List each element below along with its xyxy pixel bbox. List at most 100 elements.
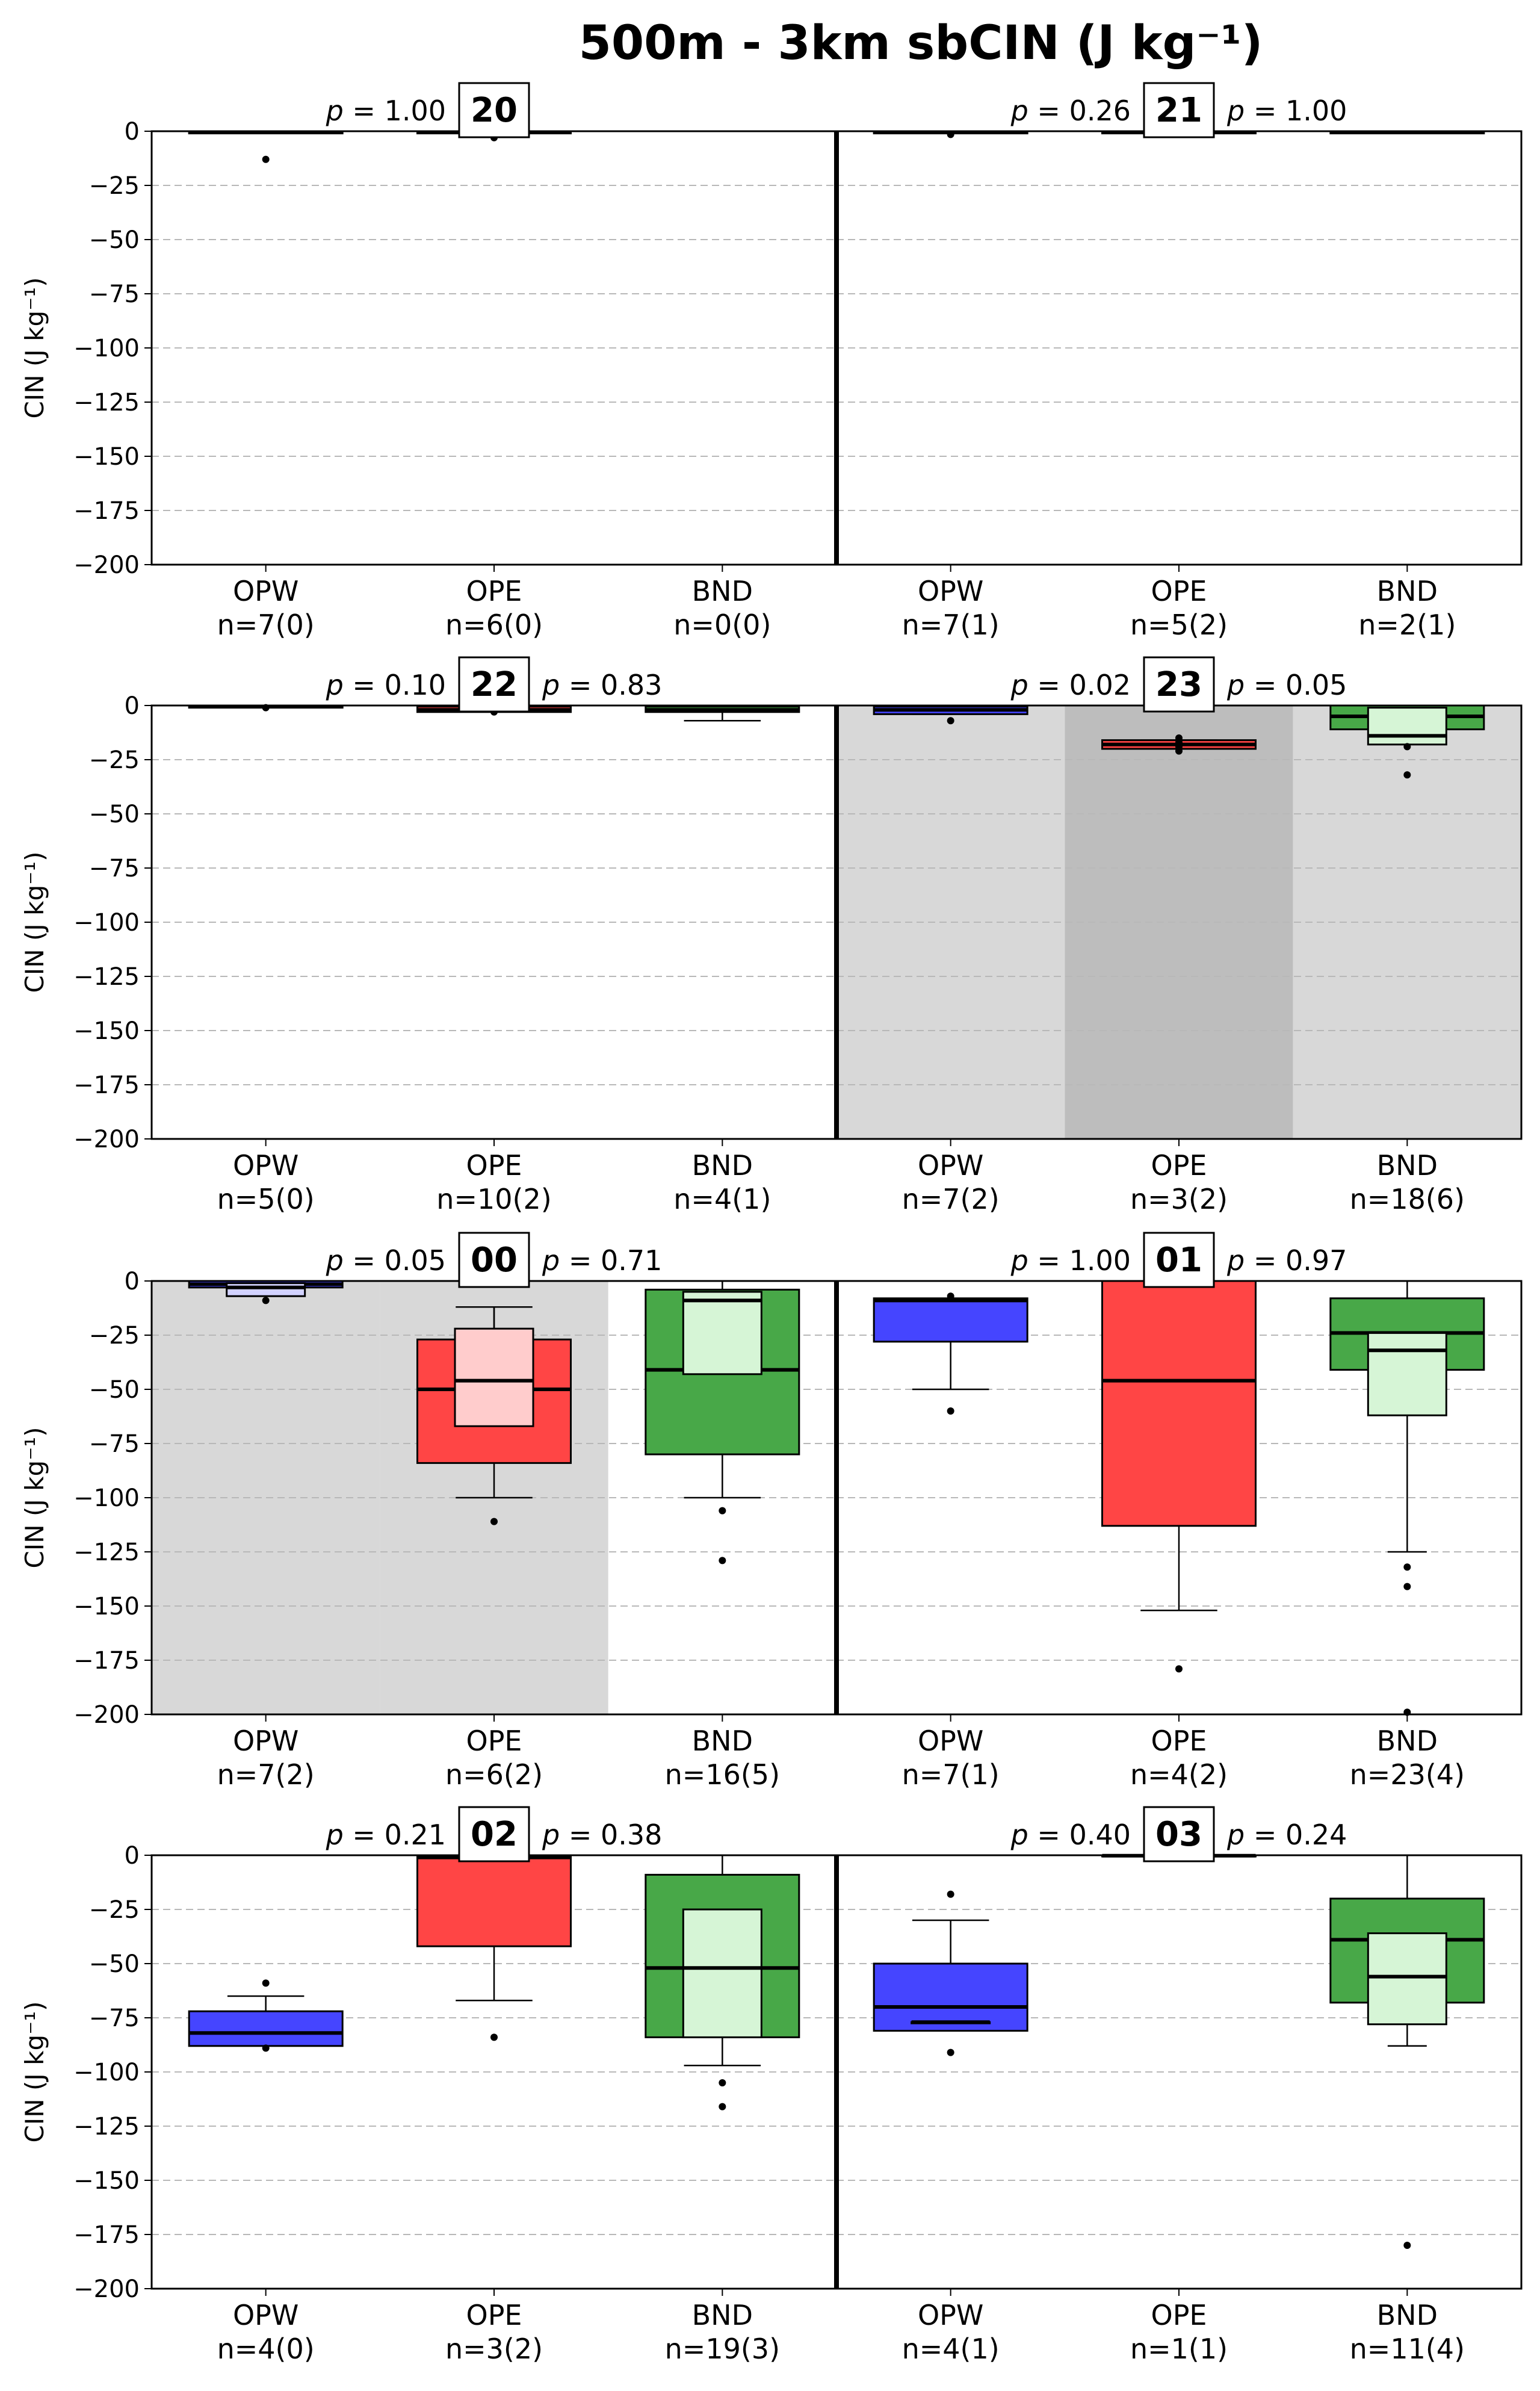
y-tick-label: −200 [73, 2275, 140, 2303]
sample-size-label: n=5(0) [217, 1183, 315, 1215]
box-group-ope [1101, 734, 1257, 755]
flier-point [490, 1518, 498, 1525]
box-sub-bnd-rect [1367, 707, 1447, 746]
panel-02: 0 −25 −50 −75 −100 −125 −150 −175 −200 CIN (J kg⁻… [20, 1806, 838, 2365]
box-group-bnd [1329, 1854, 1485, 2249]
flier-point [1403, 743, 1411, 751]
box-group-opw [188, 1280, 344, 1304]
y-tick-label: −25 [89, 1896, 140, 1924]
flier-point [1403, 1563, 1411, 1571]
p-value-right: p = 1.00 [1226, 95, 1347, 127]
category-label-ope: OPE [466, 575, 522, 607]
p-value-left: p = 0.21 [326, 1819, 446, 1851]
y-axis-label: CIN (J kg⁻¹) [20, 278, 49, 419]
sample-size-label: n=11(4) [1350, 2333, 1465, 2365]
hour-label-box [1143, 1806, 1215, 1862]
y-tick-label: −50 [89, 1376, 140, 1404]
box-main-ope-rect [416, 1854, 572, 1947]
p-value-left: p = 0.05 [326, 1244, 446, 1277]
y-tick-label: −175 [73, 497, 140, 525]
sample-size-label: n=3(2) [445, 2333, 543, 2365]
y-tick-label: 0 [125, 1268, 140, 1295]
flier-point [490, 2033, 498, 2041]
category-label-bnd: BND [692, 1149, 753, 1182]
sample-size-label: n=1(1) [1130, 2333, 1228, 2365]
y-tick-label: −75 [89, 1430, 140, 1458]
sample-size-label: n=7(2) [217, 1758, 315, 1791]
p-value-left: p = 0.10 [326, 669, 446, 701]
flier-point [947, 1292, 954, 1300]
sample-size-label: n=4(0) [217, 2333, 315, 2365]
hour-label: 02 [471, 1815, 518, 1854]
sample-size-label: n=4(1) [673, 1183, 771, 1215]
axes-frame [835, 130, 1523, 566]
p-value-right: p = 0.71 [542, 1244, 662, 1277]
category-label-opw: OPW [233, 1149, 298, 1182]
p-value-left: p = 0.02 [1010, 669, 1131, 701]
sample-size-label: n=10(2) [436, 1183, 551, 1215]
flier-point [947, 717, 954, 725]
category-label-bnd: BND [692, 2299, 753, 2331]
box-group-ope [1101, 1280, 1257, 1673]
sample-size-label: n=4(2) [1130, 1758, 1228, 1791]
flier-point [719, 2079, 726, 2086]
sample-size-label: n=6(2) [445, 1758, 543, 1791]
box-sub-bnd-rect [1367, 1932, 1447, 2026]
axes-frame [150, 704, 838, 1140]
flier-point [262, 1297, 270, 1304]
box-group-ope [416, 1306, 572, 1525]
y-tick-label: −200 [73, 1701, 140, 1729]
y-tick-label: 0 [125, 692, 140, 720]
sample-size-label: n=3(2) [1130, 1183, 1228, 1215]
flier-point [1175, 1665, 1183, 1673]
flier-point [1403, 1583, 1411, 1590]
flier-point [262, 1979, 270, 1987]
hour-label-box [1143, 1232, 1215, 1288]
box-group-bnd [1329, 704, 1485, 779]
flier-point [719, 2103, 726, 2110]
sample-size-label: n=7(1) [902, 1758, 1000, 1791]
flier-point [947, 2048, 954, 2056]
sample-size-label: n=6(0) [445, 609, 543, 641]
sample-size-label: n=18(6) [1350, 1183, 1465, 1215]
category-label-bnd: BND [692, 575, 753, 607]
y-tick-label: −125 [73, 963, 140, 991]
y-tick-label: −125 [73, 389, 140, 417]
box-main-opw-rect [873, 1962, 1028, 2032]
y-tick-label: 0 [125, 118, 140, 146]
box-main-opw-rect [188, 2010, 344, 2047]
category-label-ope: OPE [1151, 1149, 1207, 1182]
y-axis-label: CIN (J kg⁻¹) [20, 852, 49, 993]
y-tick-label: −150 [73, 1017, 140, 1045]
y-tick-label: −25 [89, 1322, 140, 1350]
sample-size-label: n=0(0) [673, 609, 771, 641]
flier-point [1403, 771, 1411, 779]
shade-ope [1065, 706, 1293, 1139]
hour-label: 00 [471, 1241, 518, 1280]
flier-point [947, 1890, 954, 1898]
hour-label-box [1143, 82, 1215, 138]
hour-label-box [458, 82, 530, 138]
y-tick-label: −175 [73, 1071, 140, 1099]
flier-point [262, 155, 270, 163]
y-tick-label: −175 [73, 2221, 140, 2249]
p-value-right: p = 0.24 [1226, 1819, 1347, 1851]
box-group-bnd [1329, 1280, 1485, 1716]
category-label-ope: OPE [1151, 575, 1207, 607]
y-tick-label: −100 [73, 1484, 140, 1512]
category-label-bnd: BND [1377, 1149, 1438, 1182]
sample-size-label: n=4(1) [902, 2333, 1000, 2365]
hour-label: 20 [471, 91, 518, 130]
y-tick-label: −150 [73, 443, 140, 471]
flier-point [262, 2044, 270, 2052]
category-label-opw: OPW [233, 575, 298, 607]
y-tick-label: −100 [73, 335, 140, 362]
panel-00: 0 −25 −50 −75 −100 −125 −150 −175 −200 CIN (J kg⁻… [20, 1232, 838, 1791]
p-value-left: p = 1.00 [1010, 1244, 1131, 1277]
y-tick-label: −75 [89, 2005, 140, 2032]
y-tick-label: −150 [73, 2167, 140, 2195]
